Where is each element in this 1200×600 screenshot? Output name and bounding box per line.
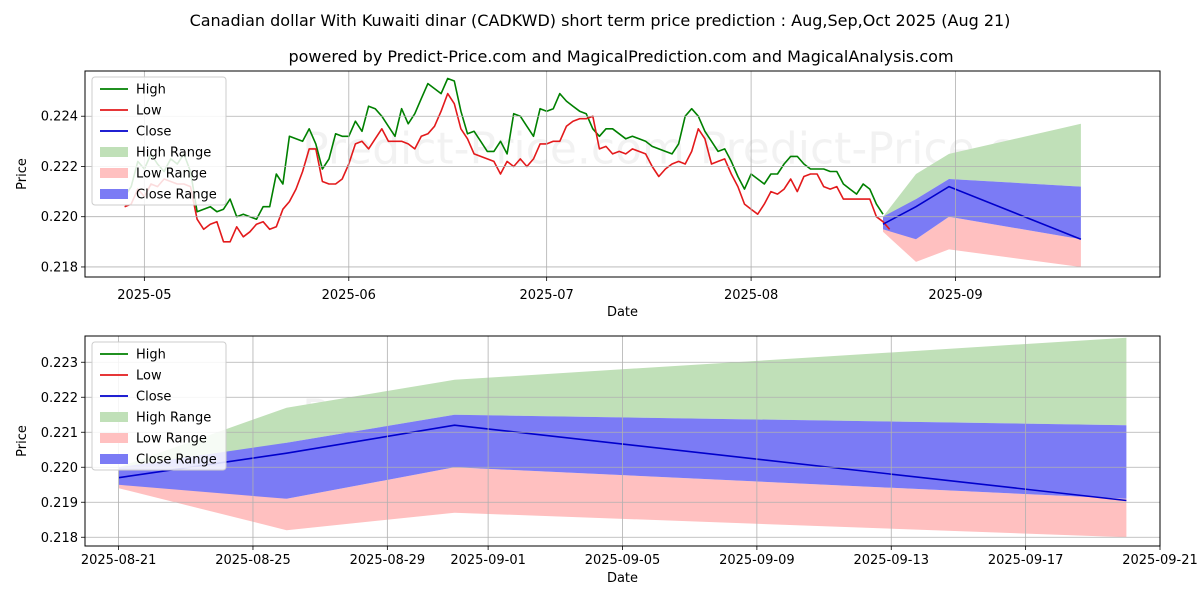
high-line <box>123 77 884 220</box>
legend-swatch <box>100 147 128 157</box>
x-tick-label: 2025-08 <box>724 288 778 303</box>
plot-frame <box>84 70 1161 278</box>
legend-entry: Close Range <box>136 453 217 468</box>
legend-swatch <box>100 168 128 178</box>
y-tick-label: 0.218 <box>41 260 78 275</box>
x-tick-label: 2025-09-01 <box>450 553 526 568</box>
legend-entry: Close Range <box>136 188 217 203</box>
legend-swatch <box>100 189 128 199</box>
legend-entry: High Range <box>136 146 211 161</box>
x-tick-label: 2025-09-05 <box>585 553 661 568</box>
watermark-text: Predict-Price.com <box>302 124 685 175</box>
x-tick-label: 2025-09-09 <box>719 553 795 568</box>
y-tick-label: 0.221 <box>41 426 78 441</box>
plot-frame <box>84 335 1161 547</box>
legend-entry: Close <box>136 125 171 140</box>
top-panel: Predict-Price.com Predict-Price.com2025-0… <box>15 70 1161 320</box>
y-tick-label: 0.220 <box>41 461 78 476</box>
legend-entry: Close <box>136 390 171 405</box>
legend-swatch <box>100 433 128 443</box>
legend-entry: Low Range <box>136 432 207 447</box>
legend: High Low Close High Range Low Range Close Ran… <box>91 341 227 471</box>
x-tick-label: 2025-09-21 <box>1122 553 1198 568</box>
legend-entry: Low <box>136 104 162 119</box>
x-axis-label: Date <box>607 571 638 586</box>
legend-entry: High <box>136 348 166 363</box>
y-tick-label: 0.222 <box>41 160 78 175</box>
y-axis-label: Price <box>15 425 30 457</box>
y-tick-label: 0.218 <box>41 531 78 546</box>
low-range-band <box>883 216 1081 267</box>
legend-swatch <box>100 454 128 464</box>
bottom-panel: Predict-Price.comPredict-Price.com2025-0… <box>15 335 1198 586</box>
legend-entry: Low <box>136 369 162 384</box>
close-range-band <box>883 179 1081 240</box>
legend: High Low Close High Range Low Range Close Ran… <box>91 76 227 206</box>
legend-swatch <box>100 412 128 422</box>
y-tick-label: 0.223 <box>41 356 78 371</box>
x-tick-label: 2025-07 <box>519 288 573 303</box>
x-axis-label: Date <box>607 305 638 320</box>
chart-title: Canadian dollar With Kuwaiti dinar (CADK… <box>190 11 1011 30</box>
plot-area <box>123 77 1082 267</box>
legend-entry: High <box>136 83 166 98</box>
x-tick-label: 2025-08-21 <box>81 553 157 568</box>
chart-subtitle: powered by Predict-Price.com and Magical… <box>288 47 953 66</box>
x-tick-label: 2025-09-17 <box>988 553 1064 568</box>
legend-entry: High Range <box>136 411 211 426</box>
legend-entry: Low Range <box>136 167 207 182</box>
y-axis-label: Price <box>15 158 30 190</box>
x-tick-label: 2025-09 <box>928 288 982 303</box>
y-tick-label: 0.219 <box>41 496 78 511</box>
close-line <box>882 185 1082 241</box>
x-tick-label: 2025-06 <box>322 288 376 303</box>
high-range-band <box>883 123 1081 222</box>
x-tick-label: 2025-08-25 <box>215 553 291 568</box>
y-tick-label: 0.224 <box>41 110 78 125</box>
y-tick-label: 0.220 <box>41 210 78 225</box>
low-line <box>124 92 891 243</box>
x-tick-label: 2025-08-29 <box>350 553 426 568</box>
x-tick-label: 2025-05 <box>117 288 171 303</box>
x-tick-label: 2025-09-13 <box>853 553 929 568</box>
y-tick-label: 0.222 <box>41 391 78 406</box>
